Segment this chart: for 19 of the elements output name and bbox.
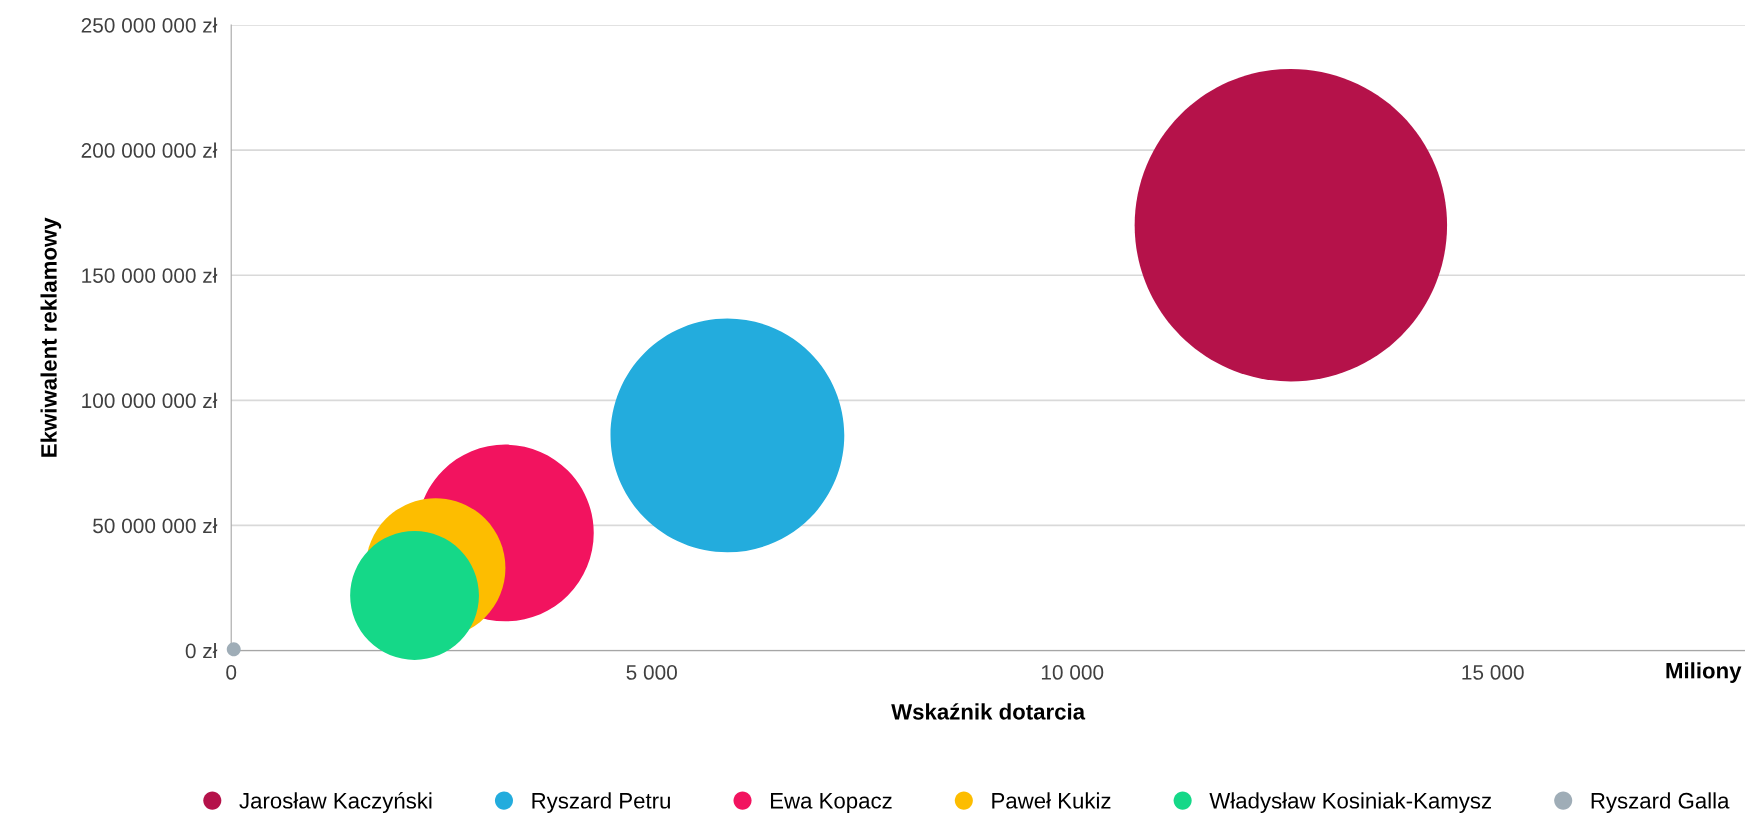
text: Miliony [1666,662,1742,683]
x-tick-label: 0 [226,665,237,680]
x-tick-label: 5 000 [626,665,677,680]
y-tick-label: 50 000 000 zł [93,517,218,534]
legend-label: Ewa Kopacz [771,793,892,813]
legend-label: Ryszard Galla [1591,792,1730,813]
y-tick-label: 200 000 000 zł [81,142,218,158]
y-tick-label: 100 000 000 zł [82,392,218,409]
legend-label: Władysław Kosiniak-Kamysz [1209,792,1491,813]
legend-label: Paweł Kukiz [992,792,1111,809]
y-tick-label: 0 zł [185,643,218,659]
y-tick-label: 150 000 000 zł [82,267,218,283]
legend-label: Jarosław Kaczyński [239,792,432,813]
x-tick-label: 10 000 [1041,665,1104,680]
x-axis-title: Wskaźnik dotarcia [891,703,1086,720]
legend-label: Ryszard Petru [532,792,670,813]
y-tick-label: 250 000 000 zł [81,17,218,33]
x-tick-label: 15 000 [1462,665,1524,680]
y-axis-title: Ekwiwalent reklamowy [40,217,62,457]
